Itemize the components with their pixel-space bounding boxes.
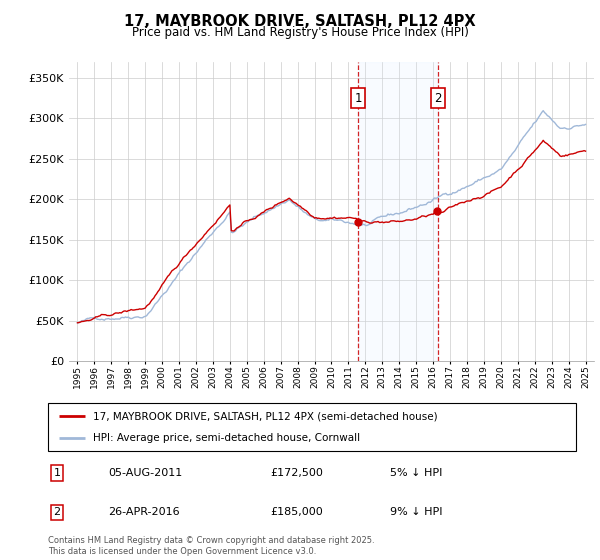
- Text: 17, MAYBROOK DRIVE, SALTASH, PL12 4PX (semi-detached house): 17, MAYBROOK DRIVE, SALTASH, PL12 4PX (s…: [93, 411, 437, 421]
- Text: 5% ↓ HPI: 5% ↓ HPI: [390, 468, 442, 478]
- Text: 05-AUG-2011: 05-AUG-2011: [108, 468, 182, 478]
- Text: £172,500: £172,500: [270, 468, 323, 478]
- Text: 26-APR-2016: 26-APR-2016: [108, 507, 179, 517]
- Text: Contains HM Land Registry data © Crown copyright and database right 2025.
This d: Contains HM Land Registry data © Crown c…: [48, 536, 374, 556]
- Text: 9% ↓ HPI: 9% ↓ HPI: [390, 507, 443, 517]
- Text: 1: 1: [355, 91, 362, 105]
- Text: 2: 2: [434, 91, 442, 105]
- FancyBboxPatch shape: [48, 403, 576, 451]
- Text: £185,000: £185,000: [270, 507, 323, 517]
- Text: HPI: Average price, semi-detached house, Cornwall: HPI: Average price, semi-detached house,…: [93, 433, 360, 443]
- Text: Price paid vs. HM Land Registry's House Price Index (HPI): Price paid vs. HM Land Registry's House …: [131, 26, 469, 39]
- Text: 2: 2: [53, 507, 61, 517]
- Bar: [358, 62, 438, 361]
- Text: 17, MAYBROOK DRIVE, SALTASH, PL12 4PX: 17, MAYBROOK DRIVE, SALTASH, PL12 4PX: [124, 14, 476, 29]
- Text: 1: 1: [53, 468, 61, 478]
